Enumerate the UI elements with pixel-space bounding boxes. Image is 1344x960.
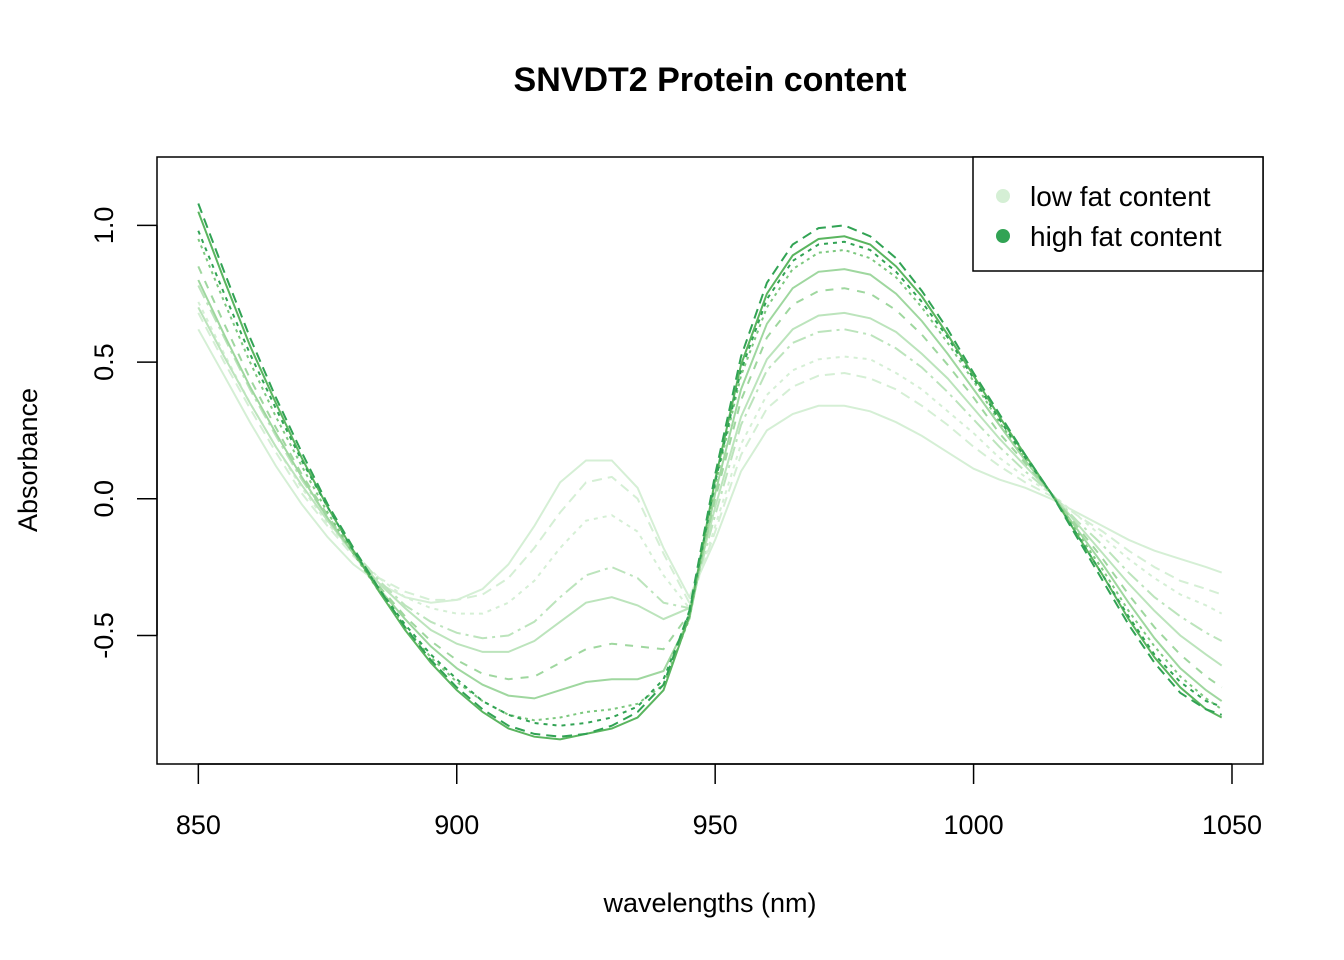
series-line-3 <box>197 301 1223 615</box>
y-axis: -0.5 0.0 0.5 1.0 <box>89 207 158 659</box>
legend-label-high: high fat content <box>1030 221 1222 252</box>
x-tick-label: 900 <box>434 810 479 840</box>
series-lines <box>197 203 1223 741</box>
series-line-6 <box>197 265 1223 689</box>
series-line-2 <box>197 312 1223 606</box>
series-line-5 <box>197 306 1223 667</box>
chart-title: SNVDT2 Protein content <box>514 61 907 99</box>
y-axis-label: Absorbance <box>13 388 43 532</box>
y-tick-label: -0.5 <box>89 612 119 659</box>
legend-box <box>972 156 1264 272</box>
legend-marker-low <box>996 189 1010 203</box>
series-line-7 <box>197 268 1223 702</box>
x-tick-label: 950 <box>693 810 738 840</box>
legend-label-low: low fat content <box>1030 181 1211 212</box>
series-line-9 <box>197 211 1223 741</box>
y-tick-label: 0.0 <box>89 480 119 518</box>
series-line-11 <box>197 230 1223 727</box>
y-tick-label: 0.5 <box>89 343 119 381</box>
x-tick-label: 1050 <box>1202 810 1262 840</box>
x-tick-label: 1000 <box>944 810 1004 840</box>
x-axis: 850 900 950 1000 1050 <box>176 763 1262 840</box>
series-line-1 <box>197 328 1223 604</box>
series-line-8 <box>197 238 1223 722</box>
series-line-10 <box>197 203 1223 738</box>
x-axis-label: wavelengths (nm) <box>602 888 816 918</box>
y-tick-label: 1.0 <box>89 207 119 245</box>
series-line-4 <box>197 285 1223 642</box>
x-tick-label: 850 <box>176 810 221 840</box>
legend: low fat content high fat content <box>972 156 1264 272</box>
legend-marker-high <box>996 229 1010 243</box>
